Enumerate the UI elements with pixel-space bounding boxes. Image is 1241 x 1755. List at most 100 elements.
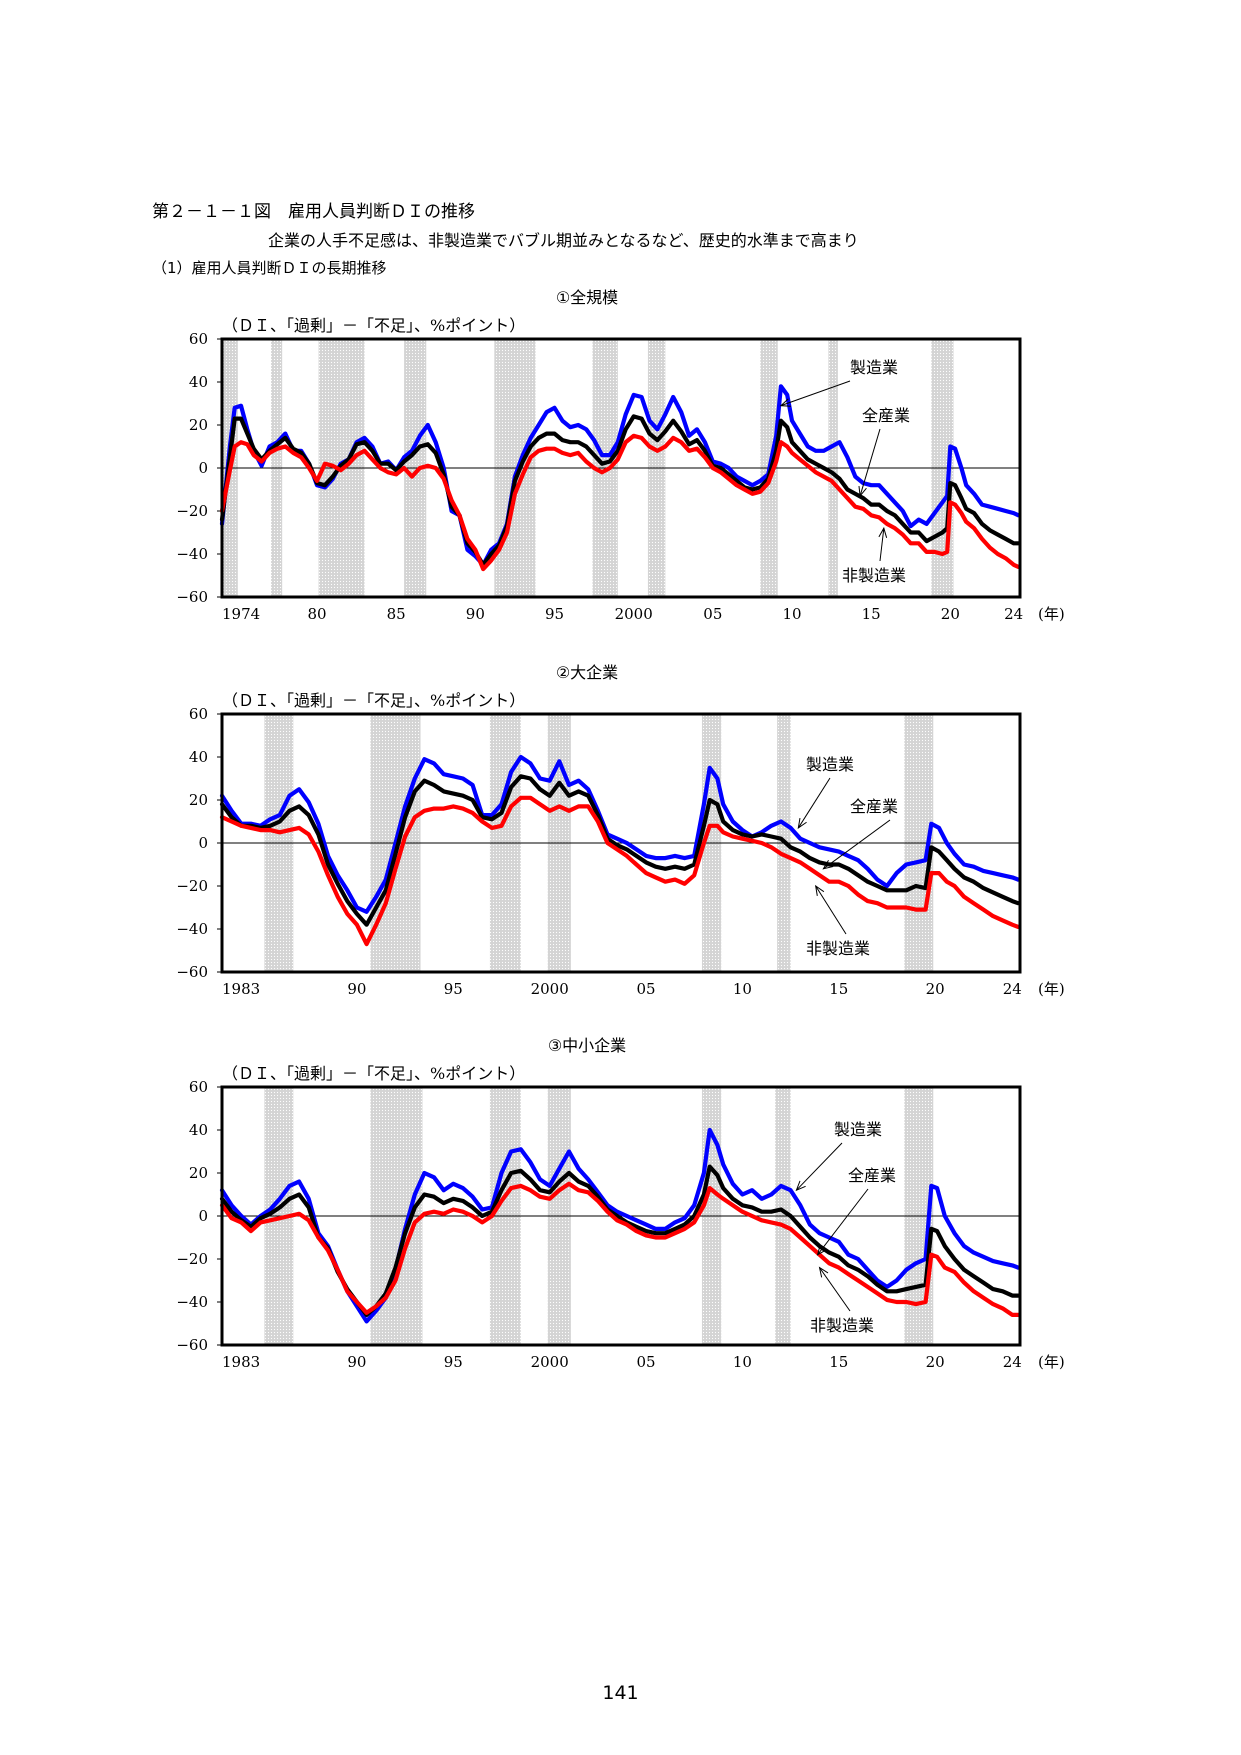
y-tick-label: −40 [176,1293,208,1311]
annotation-label: 製造業 [834,1120,882,1139]
y-tick-label: −20 [176,1250,208,1268]
y-tick-label: 20 [189,1164,208,1182]
x-tick-label: 24 [1004,605,1023,623]
x-tick-label: 10 [733,980,752,998]
y-tick-label: 20 [189,791,208,809]
y-tick-label: 60 [189,330,208,348]
y-tick-label: 40 [189,748,208,766]
series-line-non-manufacturing [219,795,1021,947]
x-tick-label: 20 [926,980,945,998]
x-tick-label: 20 [926,1353,945,1371]
annotation-arrow-head [818,1266,829,1278]
x-tick-label: 85 [387,605,406,623]
chart-title: ③中小企業 [548,1036,626,1055]
annotation-label: 非製造業 [842,566,906,585]
annotation-arrow-head [822,859,834,870]
annotation-arrow-head [816,1244,827,1256]
x-tick-label: 24 [1003,1353,1022,1371]
x-tick-label: 90 [466,605,485,623]
x-tick-label: 1974 [222,605,260,623]
series-line-all-industries [219,1164,1021,1317]
annotation-arrow-line [879,528,885,562]
y-tick-label: −20 [176,502,208,520]
x-tick-label: 95 [444,1353,463,1371]
x-tick-label: 2000 [531,980,569,998]
x-tick-label: 05 [637,980,656,998]
x-tick-label: 20 [941,605,960,623]
y-tick-label: 60 [189,705,208,723]
chart-panel-all-sizes: ①全規模 （ＤＩ、「過剰」－「不足」、%ポイント） 60 40 20 0 −20 −40 −60… [0,277,1241,637]
plot-frame [220,712,1022,974]
chart-panel-large-firms: ②大企業 （ＤＩ、「過剰」－「不足」、%ポイント） 60 40 20 0 −20 −40 −60… [0,652,1241,1012]
annotation-arrow-line [796,1142,843,1191]
y-tick-label: 0 [198,459,208,477]
x-tick-label: 1983 [222,980,260,998]
annotation-arrow-head [795,1180,806,1192]
plot-frame [220,337,1022,599]
unit-label: （ＤＩ、「過剰」－「不足」、%ポイント） [222,691,525,710]
series-line-non-manufacturing [219,1181,1021,1317]
x-tick-label: 15 [829,1353,848,1371]
annotation-arrow-head [797,818,807,830]
x-tick-label: 10 [733,1353,752,1371]
x-tick-label: 15 [862,605,881,623]
annotation-arrow-line [819,1267,851,1312]
x-tick-label: 95 [444,980,463,998]
y-tick-label: 60 [189,1078,208,1096]
y-tick-label: −60 [176,1336,208,1354]
y-tick-label: −20 [176,877,208,895]
annotation-label: 非製造業 [806,939,870,958]
chart-title: ①全規模 [556,288,618,307]
x-tick-label: 2000 [615,605,653,623]
figure-title: 第２－１－１図 雇用人員判断ＤＩの推移 [152,202,475,222]
plot-frame [220,1085,1022,1347]
x-unit-label: (年) [1038,1353,1065,1371]
annotation-arrow-line [817,1188,869,1256]
series-line-all-industries [219,414,1021,567]
y-tick-label: 20 [189,416,208,434]
annotation-arrow-line [815,885,847,935]
annotation-label: 非製造業 [810,1316,874,1335]
annotation-arrow-head [814,884,825,896]
chart-title: ②大企業 [556,663,618,682]
y-tick-label: 40 [189,373,208,391]
chart-sme: ③中小企業 （ＤＩ、「過剰」－「不足」、%ポイント） 60 40 20 0 −20 −40 −6… [176,1036,1065,1371]
y-tick-label: 0 [198,1207,208,1225]
annotation-arrow-line [797,777,831,829]
annotation-arrow-head [779,398,791,407]
series-line-non-manufacturing [219,433,1021,572]
annotation-arrow-head [878,526,888,538]
x-tick-label: 05 [637,1353,656,1371]
page-number: 141 [602,1682,639,1704]
chart-all-sizes: ①全規模 （ＤＩ、「過剰」－「不足」、%ポイント） 60 40 20 0 −20 −40 −60… [176,288,1065,623]
chart-large-firms: ②大企業 （ＤＩ、「過剰」－「不足」、%ポイント） 60 40 20 0 −20 −40 −60… [176,663,1065,998]
y-tick-label: −60 [176,588,208,606]
y-tick-label: 0 [198,834,208,852]
annotation-arrow-line [823,819,891,870]
x-tick-label: 90 [347,980,366,998]
annotation-label: 全産業 [862,406,910,425]
x-unit-label: (年) [1038,980,1065,998]
series-line-manufacturing [219,1127,1021,1324]
figure-subtitle: 企業の人手不足感は、非製造業でバブル期並みとなるなど、歴史的水準まで高まり [268,231,859,250]
annotation-label: 製造業 [806,755,854,774]
unit-label: （ＤＩ、「過剰」－「不足」、%ポイント） [222,1064,525,1083]
annotation-label: 製造業 [850,358,898,377]
x-unit-label: (年) [1038,605,1065,623]
annotation-arrow-head [858,485,867,498]
y-tick-label: −40 [176,545,208,563]
x-tick-label: 10 [782,605,801,623]
x-tick-label: 05 [703,605,722,623]
annotation-label: 全産業 [850,797,898,816]
x-tick-label: 95 [545,605,564,623]
x-tick-label: 90 [347,1353,366,1371]
x-tick-label: 80 [307,605,326,623]
x-tick-label: 1983 [222,1353,260,1371]
x-tick-label: 2000 [531,1353,569,1371]
series-line-manufacturing [219,754,1021,914]
chart-panel-sme: ③中小企業 （ＤＩ、「過剰」－「不足」、%ポイント） 60 40 20 0 −20 −40 −6… [0,1025,1241,1385]
annotation-arrow-line [780,380,851,407]
section-title: （1）雇用人員判断ＤＩの長期推移 [152,259,387,277]
y-tick-label: −60 [176,963,208,981]
x-tick-label: 24 [1003,980,1022,998]
